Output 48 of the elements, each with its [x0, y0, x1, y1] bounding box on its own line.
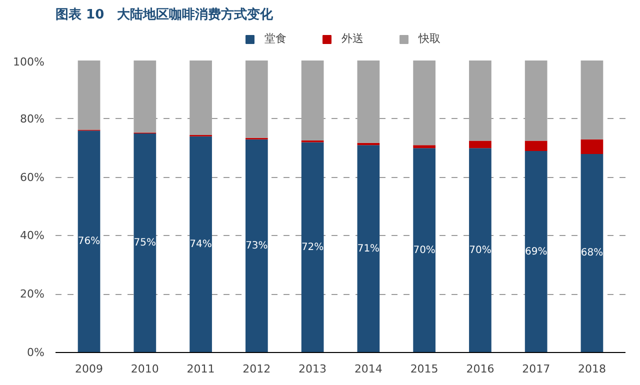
x-tick-label: 2015	[410, 362, 438, 376]
x-tick-label: 2016	[466, 362, 494, 376]
bar	[78, 60, 100, 130]
x-tick-label: 2013	[298, 362, 327, 376]
bar	[357, 145, 380, 352]
legend-label: 堂食	[264, 31, 286, 46]
legend-label: 快取	[418, 31, 440, 46]
bar	[469, 148, 492, 352]
bar	[580, 60, 604, 140]
y-tick-label: 20%	[20, 288, 45, 301]
bar	[413, 148, 436, 352]
data-label: 71%	[357, 243, 380, 254]
data-label: 68%	[580, 248, 604, 259]
x-tick-label: 2017	[522, 362, 550, 376]
bar	[469, 140, 492, 148]
bar	[580, 154, 604, 352]
x-tick-label: 2014	[354, 362, 382, 376]
data-label: 70%	[469, 244, 492, 256]
bar	[413, 145, 436, 148]
bar	[78, 130, 100, 352]
data-label: 70%	[413, 244, 436, 256]
bar	[134, 134, 156, 352]
x-tick-label: 2010	[130, 362, 159, 376]
x-tick-label: 2012	[242, 362, 271, 376]
x-tick-label: 2009	[75, 362, 104, 376]
y-tick-label: 60%	[20, 170, 45, 184]
y-tick-label: 100%	[13, 56, 45, 68]
data-label: 76%	[78, 236, 100, 248]
data-label: 69%	[524, 246, 548, 258]
data-label: 73%	[246, 240, 268, 252]
y-tick-label: 40%	[20, 229, 45, 242]
x-tick-label: 2011	[186, 362, 215, 376]
data-label: 74%	[190, 238, 212, 250]
chart-title: 图表 10 大陆地区咖啡消费方式变化	[56, 6, 274, 22]
bar	[246, 60, 268, 138]
y-tick-label: 80%	[20, 112, 45, 126]
legend-label: 外送	[342, 31, 364, 46]
x-tick-label: 2018	[578, 362, 606, 376]
bar	[246, 139, 268, 352]
bar	[301, 142, 324, 352]
data-label: 75%	[134, 238, 156, 248]
bar	[524, 151, 548, 352]
y-tick-label: 0%	[27, 346, 44, 359]
bar	[190, 136, 212, 352]
bar	[580, 139, 604, 154]
bar	[524, 140, 548, 152]
bar	[413, 60, 436, 146]
data-label: 72%	[301, 242, 324, 253]
